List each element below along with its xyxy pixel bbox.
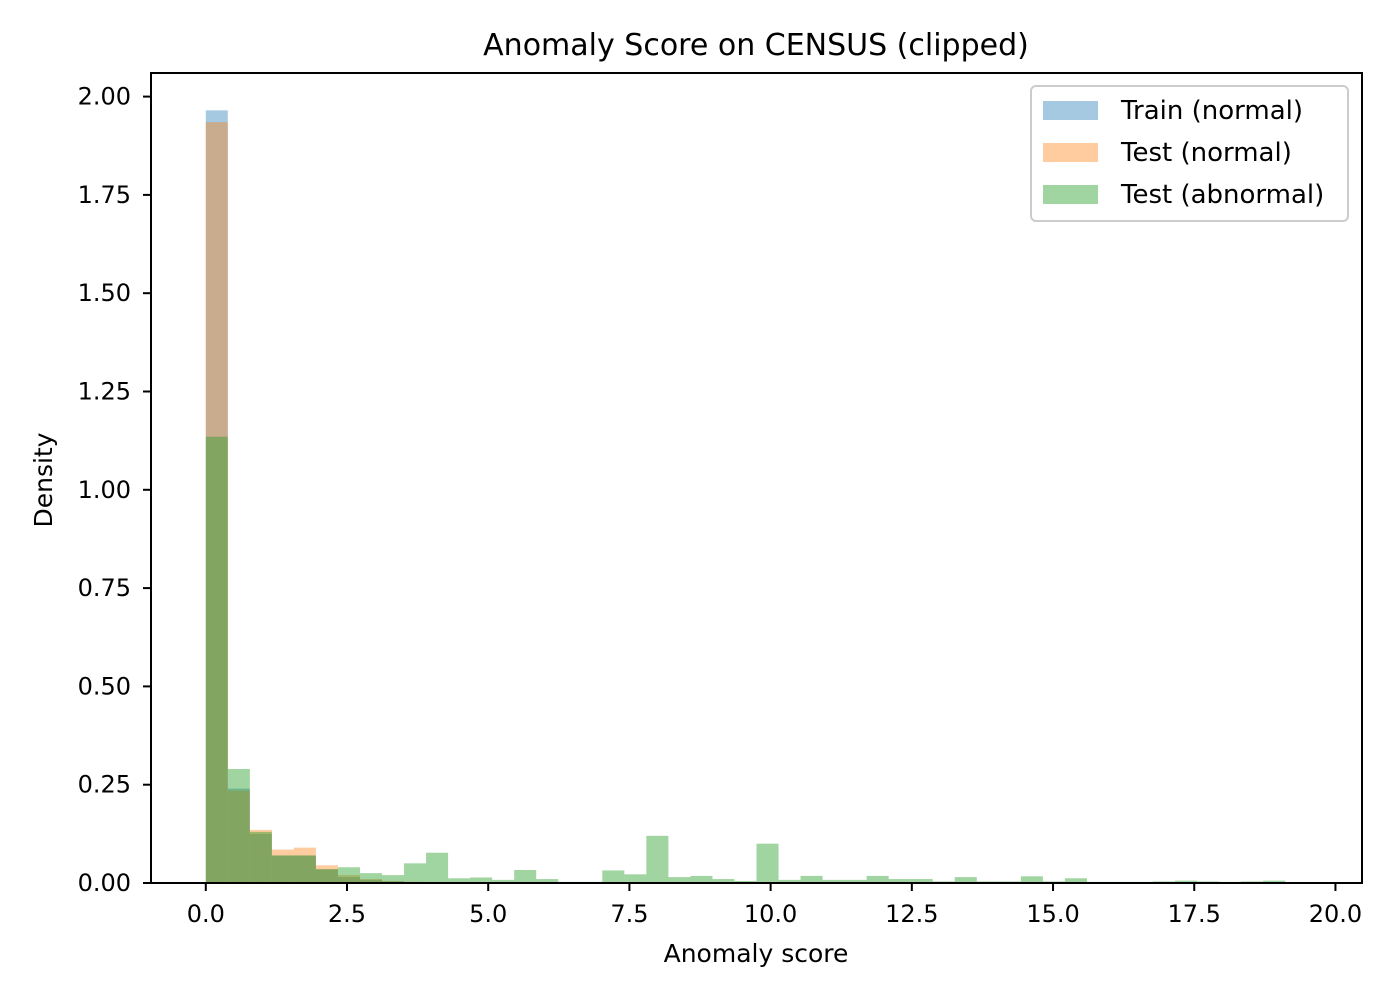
bar-series-2 bbox=[337, 875, 360, 883]
x-tick-label: 17.5 bbox=[1168, 900, 1221, 928]
bar-series-3 bbox=[205, 436, 228, 883]
bar-series-2 bbox=[293, 847, 316, 883]
y-tick-label: 0.75 bbox=[78, 574, 131, 602]
bar-series-1 bbox=[359, 879, 383, 883]
y-tick-label: 0.50 bbox=[78, 672, 131, 700]
bar-series-3 bbox=[624, 874, 647, 883]
bar-series-1 bbox=[249, 833, 272, 883]
legend-swatch bbox=[1043, 101, 1098, 120]
bar-series-3 bbox=[668, 877, 691, 883]
y-tick-label: 2.00 bbox=[78, 83, 131, 111]
bar-series-3 bbox=[1175, 880, 1198, 883]
x-axis-label: Anomaly score bbox=[664, 939, 849, 968]
bar-series-3 bbox=[954, 877, 977, 883]
bar-series-3 bbox=[315, 869, 338, 883]
y-axis: 0.00 0.25 0.50 0.75 1.00 1.25 1.50 1.75 2.00 bbox=[78, 83, 151, 897]
legend-label: Test (normal) bbox=[1120, 138, 1292, 168]
legend-label: Train (normal) bbox=[1120, 96, 1303, 126]
bar-series-2 bbox=[315, 865, 338, 883]
bar-series-2 bbox=[249, 829, 272, 883]
x-tick-label: 20.0 bbox=[1309, 900, 1362, 928]
bar-series-3 bbox=[1263, 880, 1286, 883]
bar-series-3 bbox=[227, 768, 250, 883]
bar-series-2 bbox=[205, 122, 228, 883]
x-tick-label: 12.5 bbox=[885, 900, 938, 928]
bar-series-3 bbox=[1020, 876, 1043, 883]
bar-series-1 bbox=[205, 110, 228, 883]
bar-series-3 bbox=[382, 875, 405, 883]
bar-series-3 bbox=[492, 879, 515, 883]
y-axis-label: Density bbox=[29, 432, 58, 527]
bar-series-3 bbox=[712, 879, 735, 883]
bar-series-3 bbox=[337, 867, 360, 883]
bar-series-3 bbox=[888, 879, 911, 883]
bar-series-3 bbox=[404, 863, 427, 883]
x-axis: 0.0 2.5 5.0 7.5 10.0 12.5 15.0 17.5 20.0 bbox=[187, 883, 1362, 928]
y-tick-label: 0.25 bbox=[78, 771, 131, 799]
y-tick-label: 1.25 bbox=[78, 377, 131, 405]
bar-series-3 bbox=[756, 843, 779, 883]
x-tick-label: 15.0 bbox=[1026, 900, 1079, 928]
bar-series-3 bbox=[602, 870, 625, 883]
bar-series-3 bbox=[470, 877, 493, 883]
bar-series-3 bbox=[536, 879, 559, 883]
x-tick-label: 7.5 bbox=[610, 900, 648, 928]
bar-series-1 bbox=[315, 869, 338, 883]
bar-series-3 bbox=[426, 852, 449, 883]
legend-swatch bbox=[1043, 143, 1098, 162]
bar-series-2 bbox=[271, 849, 294, 883]
bar-series-3 bbox=[800, 875, 823, 883]
bar-series-3 bbox=[778, 879, 801, 883]
bar-series-1 bbox=[293, 855, 316, 883]
bar-series-1 bbox=[337, 877, 360, 883]
bar-series-3 bbox=[514, 870, 537, 883]
bar-series-3 bbox=[822, 879, 845, 883]
bar-series-1 bbox=[271, 855, 294, 883]
bar-series-3 bbox=[844, 879, 867, 883]
x-tick-label: 0.0 bbox=[187, 900, 225, 928]
y-tick-label: 1.75 bbox=[78, 181, 131, 209]
y-tick-label: 0.00 bbox=[78, 869, 131, 897]
bar-series-3 bbox=[646, 835, 669, 883]
legend-box bbox=[1030, 85, 1349, 222]
legend-label: Test (abnormal) bbox=[1120, 180, 1324, 210]
chart-title: Anomaly Score on CENSUS (clipped) bbox=[483, 28, 1029, 63]
bar-series-3 bbox=[690, 875, 713, 883]
legend: Train (normal) Test (normal) Test (abnorma… bbox=[1030, 85, 1349, 222]
bar-series-3 bbox=[910, 879, 933, 883]
bar-series-3 bbox=[359, 873, 383, 883]
bar-series-1 bbox=[227, 788, 250, 883]
legend-swatch bbox=[1043, 185, 1098, 204]
y-tick-label: 1.50 bbox=[78, 279, 131, 307]
bar-series-2 bbox=[227, 790, 250, 883]
plot-frame bbox=[150, 72, 1363, 884]
bar-series-3 bbox=[271, 855, 294, 883]
x-tick-label: 5.0 bbox=[469, 900, 507, 928]
x-tick-label: 10.0 bbox=[744, 900, 797, 928]
histogram-bars bbox=[205, 110, 1308, 883]
x-tick-label: 2.5 bbox=[328, 900, 366, 928]
y-tick-label: 1.00 bbox=[78, 476, 131, 504]
bar-series-3 bbox=[293, 855, 316, 883]
bar-series-3 bbox=[866, 875, 889, 883]
bar-series-2 bbox=[359, 879, 383, 883]
bar-series-3 bbox=[448, 878, 471, 883]
bar-series-3 bbox=[1064, 878, 1087, 883]
bar-series-3 bbox=[249, 831, 272, 883]
